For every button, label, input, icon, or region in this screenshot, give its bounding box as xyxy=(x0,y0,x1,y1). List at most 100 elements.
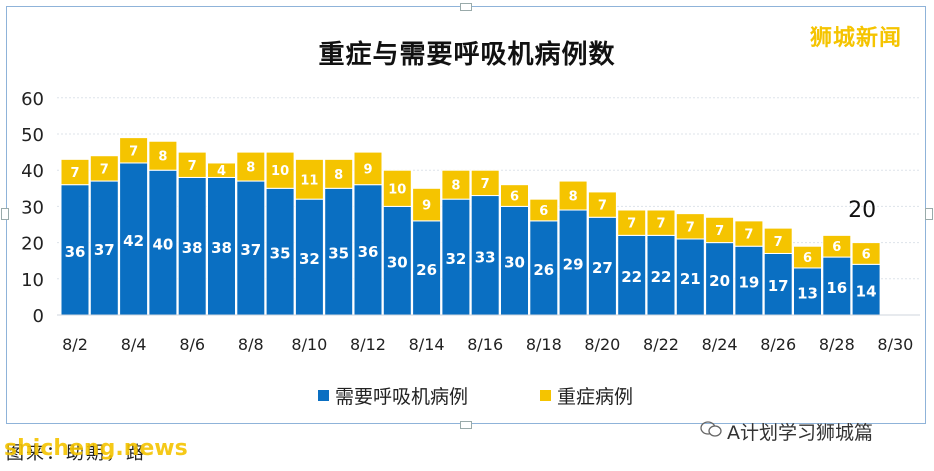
data-label-severe: 6 xyxy=(539,204,548,219)
data-label-ventilator: 17 xyxy=(768,277,789,295)
x-tick-label: 8/2 xyxy=(62,335,88,354)
bar-ventilator xyxy=(207,176,236,316)
resize-handle-bottom[interactable] xyxy=(460,421,472,429)
bar-severe xyxy=(500,184,529,207)
bar-severe xyxy=(353,151,383,186)
x-tick-label: 8/30 xyxy=(877,335,913,354)
data-label-severe: 7 xyxy=(188,159,197,174)
bar-severe xyxy=(60,158,90,186)
wechat-icon xyxy=(700,421,722,437)
bar-severe xyxy=(89,155,119,182)
annotation-total: 20 xyxy=(848,198,876,223)
bar-severe xyxy=(294,158,324,200)
y-tick-label: 50 xyxy=(21,125,44,146)
data-label-ventilator: 40 xyxy=(152,236,173,254)
data-label-severe: 8 xyxy=(334,168,343,183)
bar-ventilator xyxy=(470,195,500,316)
data-label-ventilator: 38 xyxy=(182,239,203,257)
data-label-ventilator: 29 xyxy=(563,256,584,274)
data-label-ventilator: 27 xyxy=(592,259,613,277)
data-label-ventilator: 30 xyxy=(387,254,408,272)
watermark-logo: 狮城新闻 xyxy=(810,26,903,51)
chart-title: 重症与需要呼吸机病例数 xyxy=(318,40,616,70)
bar-ventilator xyxy=(646,234,676,316)
bar-severe xyxy=(675,213,705,240)
data-label-severe: 6 xyxy=(832,240,841,255)
x-tick-label: 8/4 xyxy=(121,335,147,354)
bar-ventilator xyxy=(177,176,207,316)
bar-severe xyxy=(441,169,471,200)
data-label-severe: 7 xyxy=(70,166,79,181)
data-label-ventilator: 21 xyxy=(680,270,701,288)
resize-handle-right[interactable] xyxy=(925,208,933,220)
data-label-severe: 7 xyxy=(686,220,695,235)
data-label-severe: 8 xyxy=(246,161,255,176)
data-label-severe: 9 xyxy=(422,199,431,214)
data-label-ventilator: 16 xyxy=(826,279,847,297)
bar-severe xyxy=(558,180,588,211)
bar-ventilator xyxy=(382,205,412,316)
x-tick-label: 8/8 xyxy=(238,335,264,354)
bar-severe xyxy=(207,162,236,178)
data-label-severe: 8 xyxy=(158,150,167,165)
bar-ventilator xyxy=(294,198,324,316)
legend-label: 重症病例 xyxy=(557,386,634,408)
y-tick-label: 40 xyxy=(21,161,44,182)
x-tick-label: 8/26 xyxy=(760,335,796,354)
x-tick-label: 8/10 xyxy=(291,335,327,354)
bar-severe xyxy=(529,198,559,222)
bar-severe xyxy=(587,191,617,218)
bar-ventilator xyxy=(500,205,529,316)
y-tick-label: 60 xyxy=(21,89,44,110)
x-tick-label: 8/6 xyxy=(179,335,205,354)
bar-ventilator xyxy=(675,238,705,316)
data-label-severe: 7 xyxy=(481,177,490,192)
bar-ventilator xyxy=(558,209,588,316)
bar-ventilator xyxy=(324,187,354,316)
bar-severe xyxy=(177,151,207,178)
data-label-ventilator: 13 xyxy=(797,284,818,302)
data-label-ventilator: 33 xyxy=(475,248,496,266)
data-label-severe: 6 xyxy=(510,190,519,205)
x-tick-label: 8/16 xyxy=(467,335,503,354)
data-label-ventilator: 26 xyxy=(533,261,554,279)
bar-severe xyxy=(470,169,500,197)
resize-handle-left[interactable] xyxy=(1,208,9,220)
bar-severe xyxy=(265,151,295,189)
data-label-ventilator: 19 xyxy=(738,274,759,292)
x-tick-label: 8/24 xyxy=(702,335,738,354)
data-label-ventilator: 30 xyxy=(504,254,525,272)
bar-ventilator xyxy=(705,242,735,316)
bar-severe xyxy=(119,137,149,164)
data-label-severe: 7 xyxy=(774,235,783,250)
site-watermark: shicheng.news xyxy=(4,436,188,461)
data-label-ventilator: 35 xyxy=(270,245,291,263)
x-tick-label: 8/28 xyxy=(819,335,855,354)
credit-text: A计划学习狮城篇 xyxy=(727,422,873,444)
data-label-ventilator: 36 xyxy=(358,243,379,261)
data-label-ventilator: 37 xyxy=(240,241,261,259)
y-tick-label: 20 xyxy=(21,234,44,255)
bar-severe xyxy=(617,209,647,236)
data-label-severe: 9 xyxy=(363,162,372,177)
resize-handle-top[interactable] xyxy=(460,3,472,11)
data-label-ventilator: 42 xyxy=(123,232,144,250)
bar-severe xyxy=(763,227,793,254)
bar-severe xyxy=(793,245,822,269)
data-label-severe: 8 xyxy=(451,179,460,194)
data-label-severe: 7 xyxy=(656,217,665,232)
bar-ventilator xyxy=(793,267,822,316)
bar-ventilator xyxy=(851,263,881,316)
y-tick-label: 30 xyxy=(21,197,44,218)
y-tick-label: 10 xyxy=(21,270,44,291)
bar-ventilator xyxy=(119,162,149,316)
legend-item-severe: 重症病例 xyxy=(540,382,633,409)
x-tick-label: 8/22 xyxy=(643,335,679,354)
data-label-ventilator: 26 xyxy=(416,261,437,279)
data-label-ventilator: 14 xyxy=(856,283,877,301)
data-label-severe: 7 xyxy=(744,228,753,243)
data-label-ventilator: 37 xyxy=(94,241,115,259)
data-label-severe: 11 xyxy=(300,173,318,188)
data-label-ventilator: 22 xyxy=(651,268,672,286)
bar-severe xyxy=(734,220,764,247)
